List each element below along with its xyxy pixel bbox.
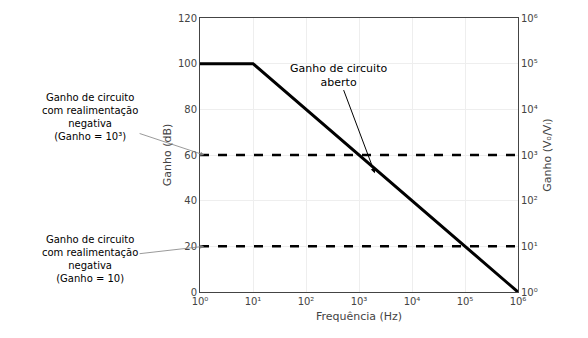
svg-text:80: 80 xyxy=(184,104,197,115)
svg-text:10⁵: 10⁵ xyxy=(521,58,538,69)
svg-text:Ganho (Vₒ/Vᵢ): Ganho (Vₒ/Vᵢ) xyxy=(541,118,554,191)
svg-text:10²: 10² xyxy=(298,296,315,307)
svg-text:Ganho de circuitoaberto: Ganho de circuitoaberto xyxy=(290,62,387,89)
svg-text:10³: 10³ xyxy=(351,296,368,307)
svg-text:20: 20 xyxy=(184,241,197,252)
svg-text:10⁴: 10⁴ xyxy=(404,296,421,307)
svg-text:120: 120 xyxy=(178,13,197,24)
svg-text:100: 100 xyxy=(178,58,197,69)
svg-text:10²: 10² xyxy=(521,195,538,206)
svg-text:10³: 10³ xyxy=(521,150,538,161)
svg-text:10⁰: 10⁰ xyxy=(192,296,209,307)
svg-text:10⁴: 10⁴ xyxy=(521,104,538,115)
svg-text:10¹: 10¹ xyxy=(245,296,262,307)
svg-text:Ganho (dB): Ganho (dB) xyxy=(161,124,174,187)
svg-text:10¹: 10¹ xyxy=(521,241,538,252)
svg-text:10⁵: 10⁵ xyxy=(457,296,474,307)
svg-text:10⁶: 10⁶ xyxy=(521,13,538,24)
svg-text:10⁶: 10⁶ xyxy=(510,296,527,307)
svg-text:Frequência (Hz): Frequência (Hz) xyxy=(316,310,402,323)
svg-text:10⁰: 10⁰ xyxy=(521,287,538,298)
svg-text:40: 40 xyxy=(184,195,197,206)
svg-text:0: 0 xyxy=(191,287,197,298)
svg-text:Ganho de circuitocom realiment: Ganho de circuitocom realimentaçãonegati… xyxy=(42,234,138,284)
svg-text:Ganho de circuitocom realiment: Ganho de circuitocom realimentaçãonegati… xyxy=(42,92,138,142)
svg-text:60: 60 xyxy=(184,150,197,161)
